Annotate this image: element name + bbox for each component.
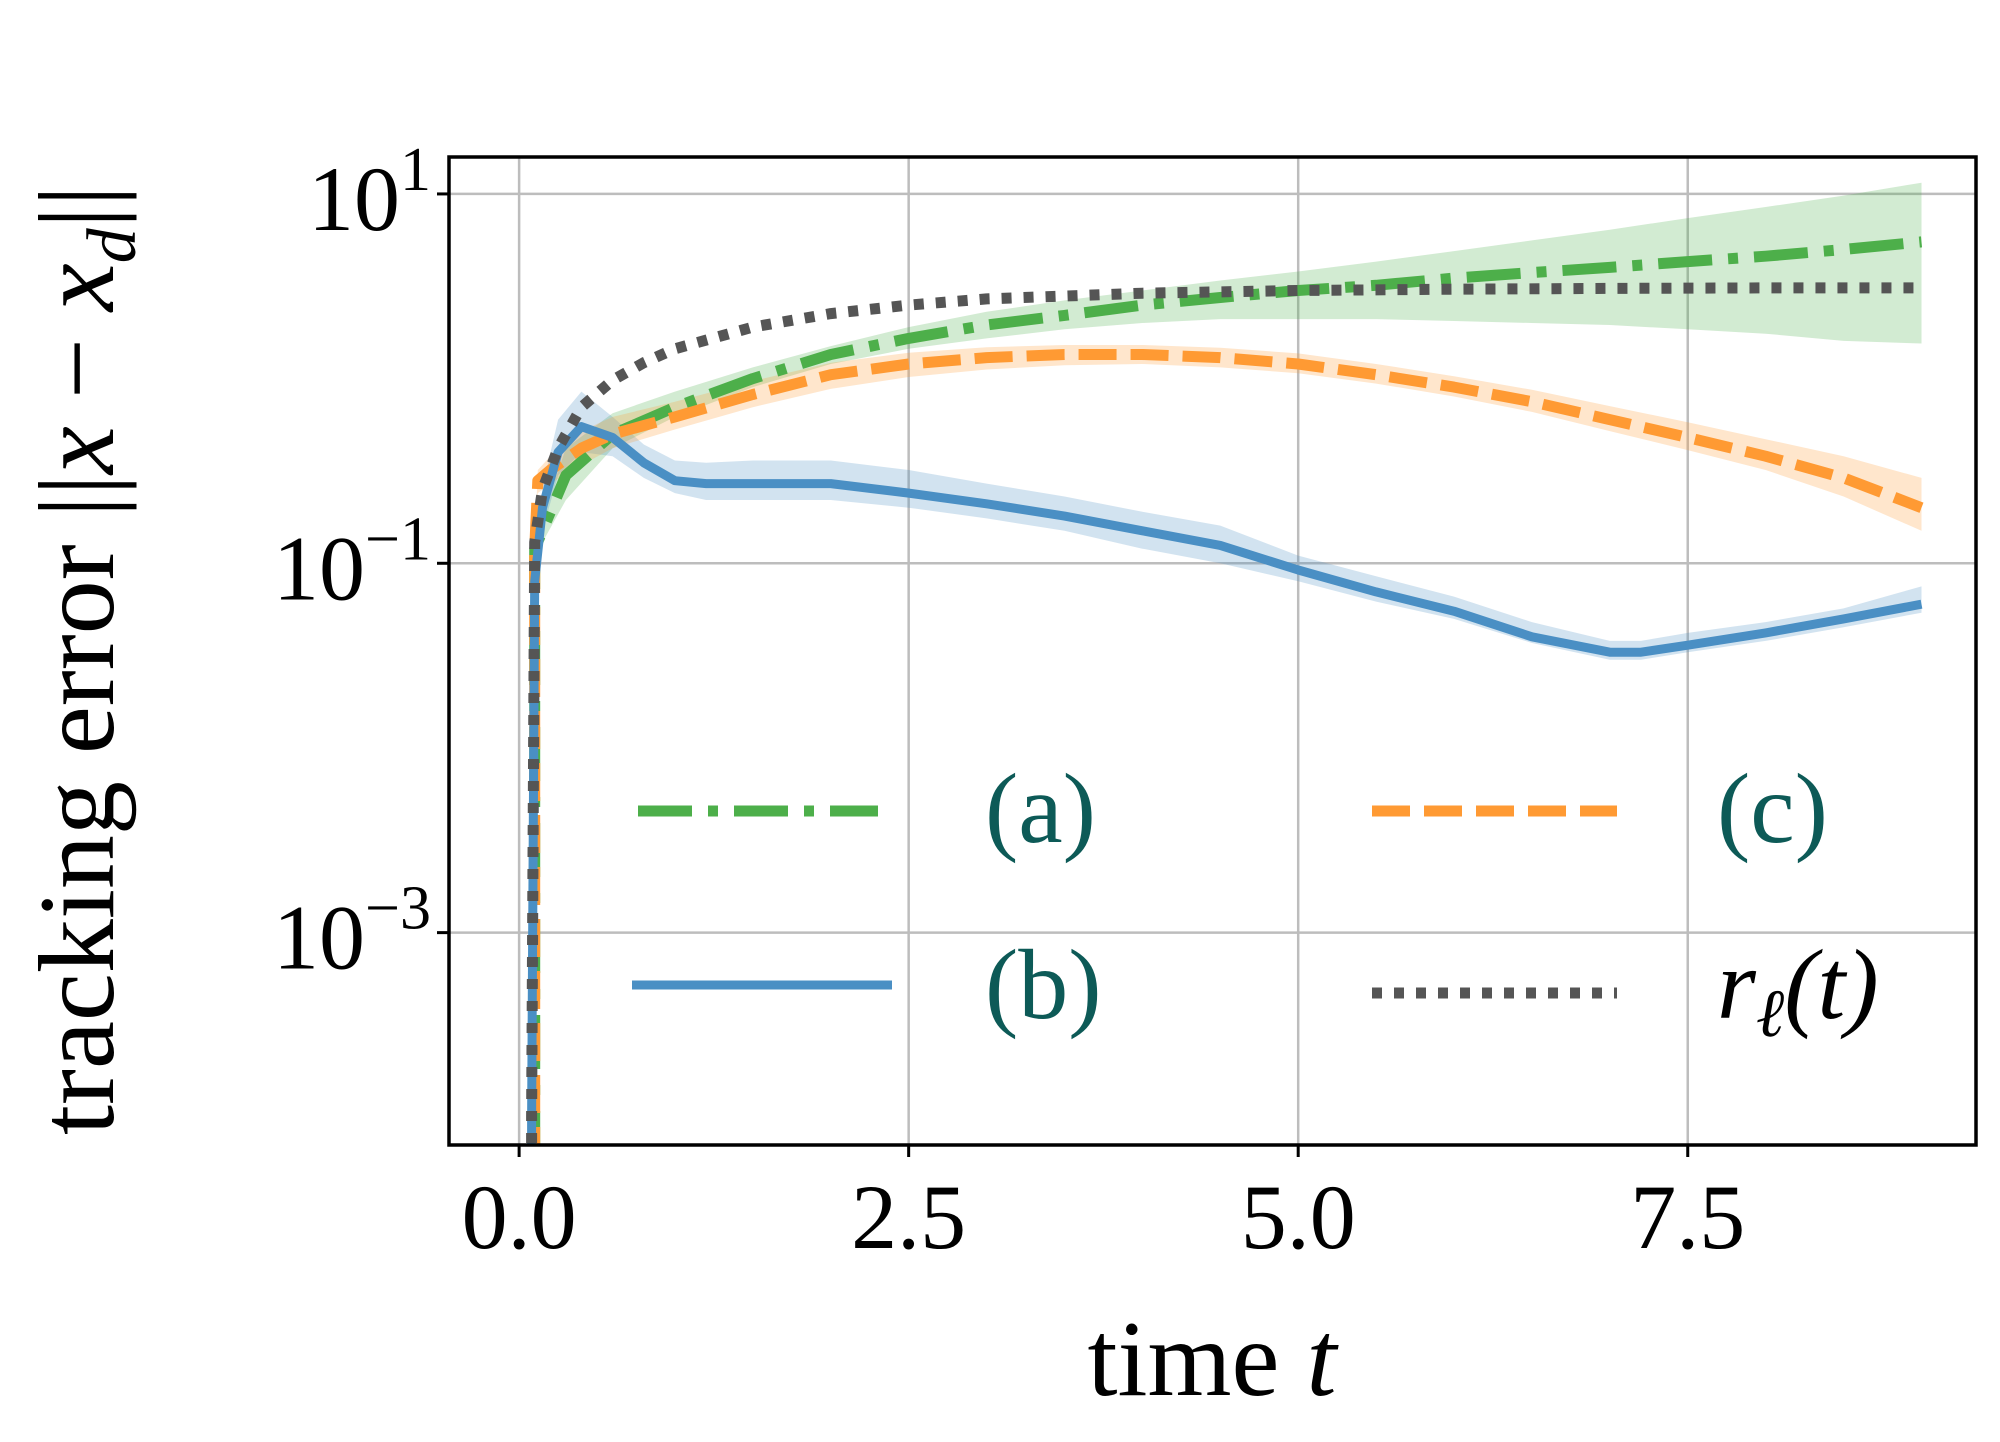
- y-tick-label: 10−3: [273, 875, 431, 989]
- legend-label-c: (c): [1717, 753, 1828, 864]
- y-axis-label: tracking error ||x − xd||: [18, 185, 151, 1135]
- x-tick-label: 2.5: [851, 1166, 966, 1268]
- legend-label-r: rℓ(t): [1717, 929, 1879, 1051]
- x-tick-label: 5.0: [1241, 1166, 1356, 1268]
- series-line-3: [526, 282, 1922, 1145]
- x-axis-ticks: 0.0 2.5 5.0 7.5: [462, 1145, 1745, 1268]
- series-line-2: [529, 349, 1924, 1145]
- y-tick-label: 101: [308, 136, 431, 250]
- series-lines: [526, 236, 1924, 1145]
- x-tick-label: 7.5: [1630, 1166, 1745, 1268]
- grid-lines: [449, 157, 1976, 1145]
- x-axis-label: time t: [1088, 1300, 1340, 1419]
- legend-label-b: (b): [985, 929, 1102, 1040]
- x-tick-label: 0.0: [462, 1166, 577, 1268]
- plot-frame: [447, 155, 1978, 1147]
- y-tick-label: 10−1: [273, 505, 431, 619]
- y-axis-ticks: 101 10−1 10−3: [273, 136, 449, 989]
- band-series-0: [534, 182, 1922, 556]
- confidence-bands: [531, 182, 1922, 1118]
- legend-label-a: (a): [985, 753, 1096, 864]
- series-line-0: [529, 236, 1923, 1145]
- legend: (a) (b) (c) rℓ(t): [632, 753, 1879, 1051]
- band-series-1: [531, 391, 1922, 1118]
